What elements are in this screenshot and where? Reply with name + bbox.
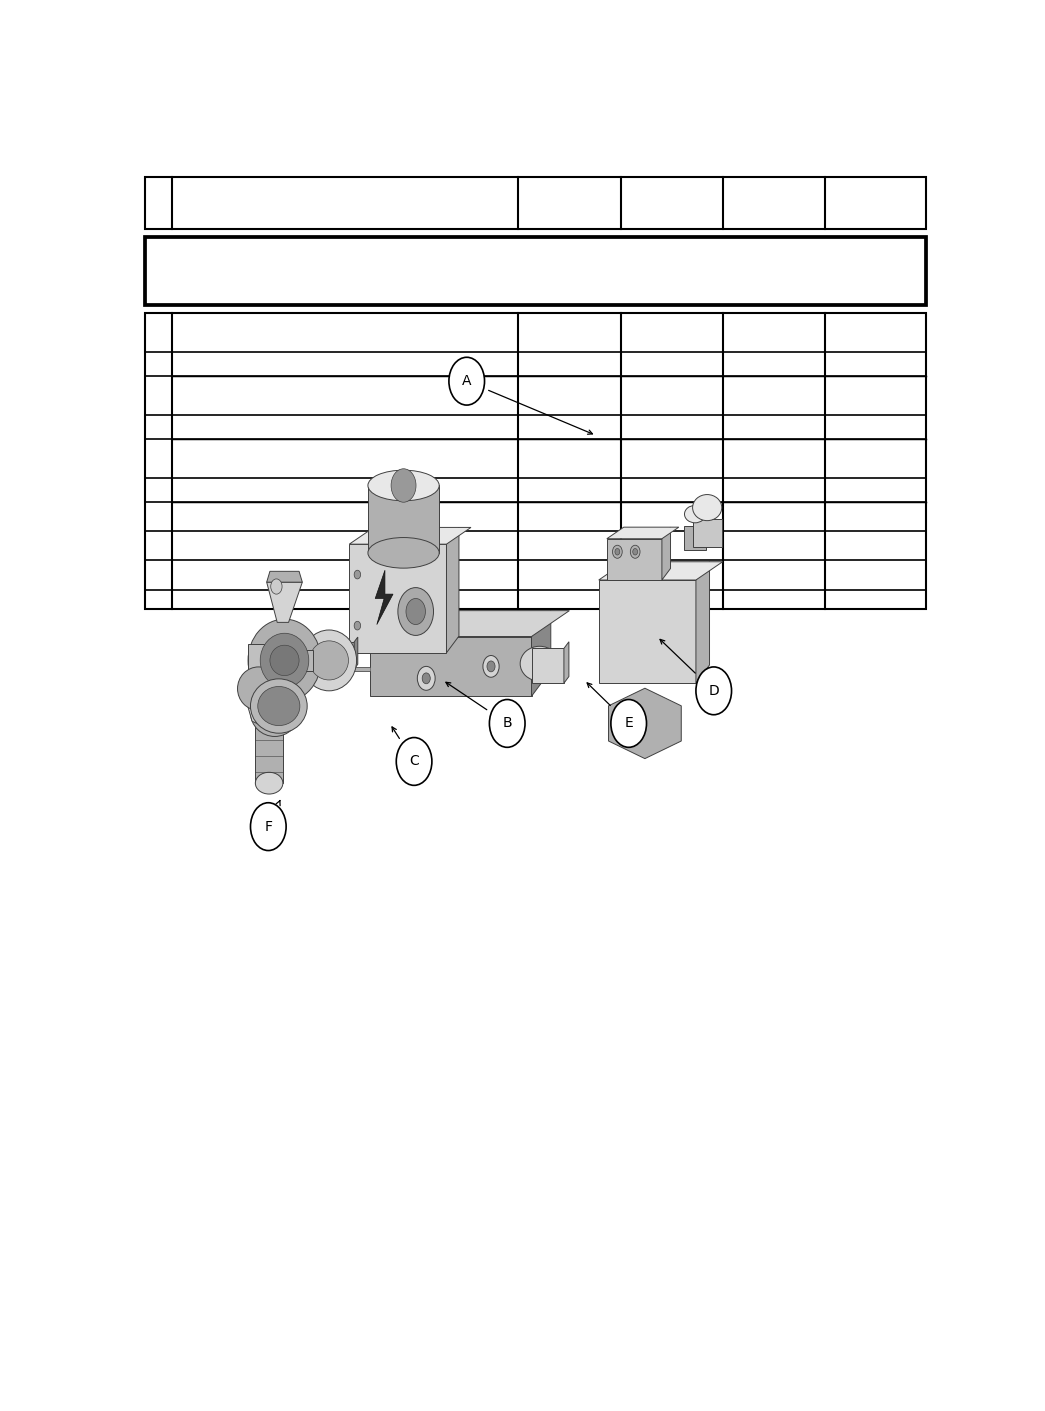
Bar	[693, 519, 722, 547]
Circle shape	[391, 468, 416, 502]
Polygon shape	[564, 642, 568, 683]
Circle shape	[630, 545, 640, 559]
Bar	[145, 237, 926, 305]
Polygon shape	[370, 611, 570, 636]
Ellipse shape	[368, 538, 439, 569]
Ellipse shape	[520, 646, 559, 682]
Text: E: E	[624, 717, 633, 731]
Polygon shape	[266, 571, 302, 583]
Polygon shape	[266, 583, 302, 622]
Circle shape	[696, 667, 732, 715]
Polygon shape	[349, 545, 446, 653]
Polygon shape	[607, 539, 661, 580]
Polygon shape	[608, 689, 681, 759]
Polygon shape	[354, 638, 357, 669]
Ellipse shape	[258, 687, 300, 725]
Ellipse shape	[693, 495, 722, 521]
Bar	[145, 176, 926, 229]
Circle shape	[396, 738, 432, 786]
Ellipse shape	[251, 679, 307, 734]
Polygon shape	[331, 642, 354, 669]
Text: A: A	[462, 374, 471, 388]
Circle shape	[354, 621, 361, 629]
Ellipse shape	[684, 505, 705, 523]
Circle shape	[398, 587, 434, 635]
Ellipse shape	[248, 619, 321, 701]
Circle shape	[271, 579, 282, 594]
Circle shape	[611, 700, 647, 748]
Polygon shape	[248, 643, 264, 677]
Circle shape	[449, 357, 485, 405]
Polygon shape	[247, 693, 276, 732]
Ellipse shape	[270, 645, 299, 676]
Ellipse shape	[255, 772, 283, 794]
Polygon shape	[532, 611, 551, 696]
Bar	[145, 313, 926, 610]
Polygon shape	[370, 636, 532, 696]
Circle shape	[483, 656, 500, 677]
Polygon shape	[375, 570, 393, 625]
Circle shape	[251, 803, 286, 851]
Circle shape	[632, 549, 637, 555]
Polygon shape	[446, 528, 459, 653]
Ellipse shape	[368, 470, 439, 501]
Circle shape	[417, 666, 435, 690]
Circle shape	[612, 545, 622, 559]
Ellipse shape	[251, 689, 299, 737]
Text: B: B	[503, 717, 512, 731]
Polygon shape	[349, 528, 471, 545]
Polygon shape	[302, 649, 312, 672]
Circle shape	[405, 598, 425, 625]
Circle shape	[422, 673, 431, 684]
Ellipse shape	[237, 667, 280, 710]
Circle shape	[489, 700, 525, 748]
Polygon shape	[607, 528, 679, 539]
Bar	[684, 526, 705, 549]
Polygon shape	[532, 649, 564, 683]
Circle shape	[354, 570, 361, 579]
Bar	[368, 485, 439, 553]
Circle shape	[487, 660, 495, 672]
Polygon shape	[661, 528, 671, 580]
Text: C: C	[410, 755, 419, 769]
Ellipse shape	[302, 629, 356, 691]
Text: D: D	[709, 684, 719, 698]
Text: F: F	[264, 820, 273, 834]
Polygon shape	[696, 562, 710, 683]
Polygon shape	[599, 562, 723, 580]
Ellipse shape	[255, 698, 283, 720]
Ellipse shape	[309, 641, 348, 680]
Circle shape	[614, 549, 620, 555]
Polygon shape	[599, 580, 696, 683]
Bar	[255, 710, 283, 783]
Ellipse shape	[260, 634, 309, 687]
